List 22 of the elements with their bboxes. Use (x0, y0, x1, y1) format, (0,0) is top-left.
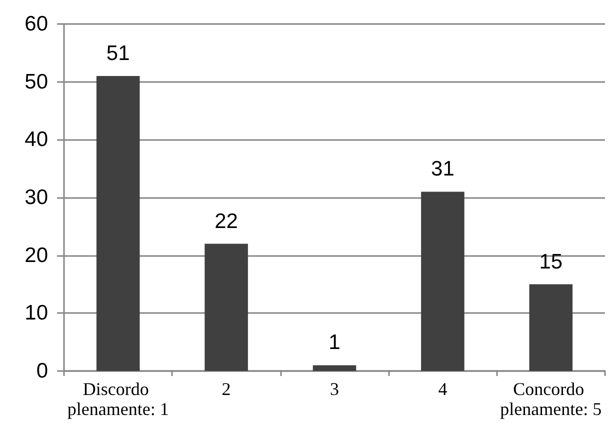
data-label: 51 (106, 42, 130, 66)
bar (312, 365, 356, 371)
data-label: 31 (431, 158, 454, 181)
bar (204, 244, 248, 371)
bar (96, 76, 140, 371)
y-tick-label: 10 (24, 302, 48, 325)
x-tick-label: 4 (438, 379, 448, 399)
x-tick-label: Concordo plenamente: 5 (500, 379, 602, 419)
data-label: 1 (328, 331, 340, 354)
y-tick-label: 20 (24, 244, 48, 267)
x-tick-label: 2 (222, 379, 231, 399)
y-tick-label: 40 (24, 128, 48, 152)
y-tick-label: 30 (24, 186, 48, 209)
data-label: 22 (214, 210, 238, 233)
x-tick-label: Discordo plenamente: 1 (67, 379, 169, 419)
y-tick-label: 50 (24, 70, 48, 94)
bar (421, 192, 464, 371)
y-tick-label: 0 (36, 360, 48, 382)
data-label: 15 (539, 250, 563, 274)
bar (529, 284, 573, 371)
x-tick-label: 3 (330, 379, 339, 399)
y-tick-label: 60 (24, 12, 48, 36)
